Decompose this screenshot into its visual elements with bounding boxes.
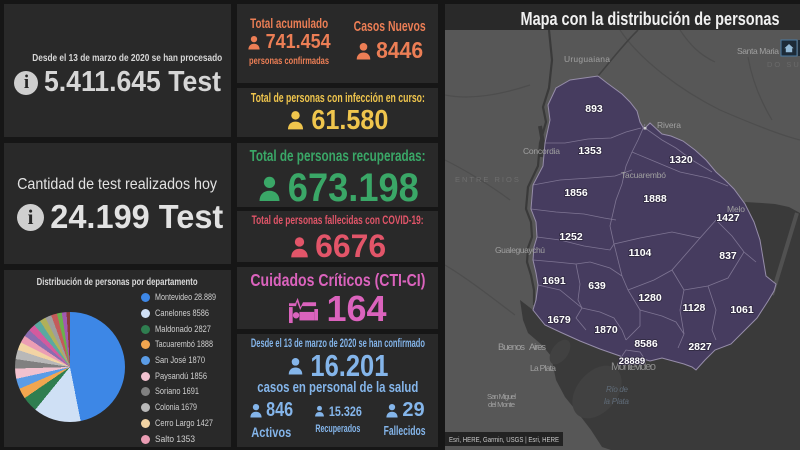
svg-text:del Monte: del Monte <box>488 400 515 409</box>
svg-text:Santa Maria: Santa Maria <box>737 46 779 56</box>
svg-text:Melo: Melo <box>727 204 745 214</box>
svg-text:1280: 1280 <box>638 292 662 304</box>
svg-text:1856: 1856 <box>564 187 588 199</box>
svg-text:1320: 1320 <box>669 154 693 166</box>
svg-text:1128: 1128 <box>683 302 706 314</box>
svg-text:Montevideo: Montevideo <box>611 361 656 373</box>
svg-text:639: 639 <box>588 280 606 292</box>
svg-text:Uruguaiana: Uruguaiana <box>564 54 610 64</box>
svg-text:1679: 1679 <box>547 314 571 326</box>
svg-text:1252: 1252 <box>559 231 583 243</box>
svg-text:Rivera: Rivera <box>657 120 681 130</box>
svg-text:1870: 1870 <box>594 324 618 336</box>
svg-text:28889: 28889 <box>619 356 645 367</box>
svg-text:1888: 1888 <box>643 193 667 205</box>
svg-text:Concordia: Concordia <box>523 146 560 156</box>
svg-text:Tacuarembó: Tacuarembó <box>621 170 666 180</box>
svg-text:893: 893 <box>585 103 603 115</box>
svg-text:Aires: Aires <box>529 342 546 353</box>
svg-text:837: 837 <box>719 250 737 262</box>
svg-text:8586: 8586 <box>634 338 658 350</box>
svg-text:La Plata: La Plata <box>530 363 556 373</box>
svg-text:San Miguel: San Miguel <box>487 392 516 401</box>
svg-text:1061: 1061 <box>730 304 754 316</box>
svg-text:Esri, HERE, Garmin, USGS | Esr: Esri, HERE, Garmin, USGS | Esri, HERE <box>449 435 559 444</box>
svg-text:1427: 1427 <box>716 212 740 224</box>
svg-text:Buenos: Buenos <box>498 342 525 353</box>
svg-text:1104: 1104 <box>629 247 652 259</box>
svg-text:ENTRE RIOS: ENTRE RIOS <box>455 175 521 184</box>
svg-text:Gualeguaychú: Gualeguaychú <box>495 245 545 255</box>
svg-text:2827: 2827 <box>688 341 712 353</box>
svg-text:1691: 1691 <box>542 275 566 287</box>
svg-text:Río de: Río de <box>606 385 629 394</box>
svg-text:la Plata: la Plata <box>604 397 630 406</box>
svg-text:1353: 1353 <box>578 145 602 157</box>
svg-text:DO SUL: DO SUL <box>767 60 800 69</box>
